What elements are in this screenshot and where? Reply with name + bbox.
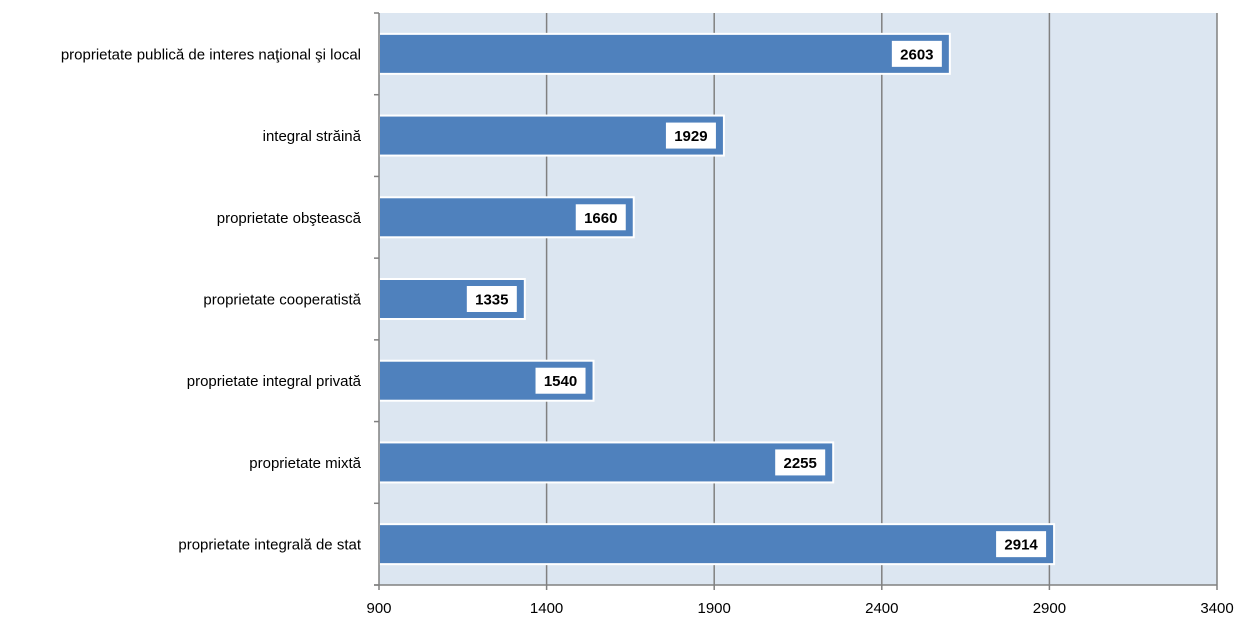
category-label: proprietate mixtă — [249, 455, 361, 472]
category-label: proprietate obştească — [217, 210, 362, 227]
category-labels: proprietate publică de interes naţional … — [61, 46, 362, 553]
x-tick-label: 2900 — [1033, 600, 1066, 617]
category-label: proprietate publică de interes naţional … — [61, 46, 361, 63]
bar — [378, 523, 1056, 566]
category-label: proprietate integrală de stat — [178, 537, 361, 554]
data-label-box — [891, 40, 942, 67]
data-label-box — [575, 204, 626, 231]
data-label: 2914 — [1004, 537, 1038, 554]
gridlines — [545, 13, 1218, 585]
data-label: 1929 — [674, 128, 707, 145]
data-label-box — [996, 531, 1047, 558]
category-label: integral străină — [263, 128, 362, 145]
data-label: 1660 — [584, 210, 617, 227]
category-label: proprietate cooperatistă — [203, 292, 361, 309]
category-label: proprietate integral privată — [187, 373, 362, 390]
x-tick-label: 1900 — [698, 600, 731, 617]
data-label-box — [535, 367, 586, 394]
bar — [378, 32, 951, 75]
data-label-box — [775, 449, 826, 476]
data-label: 2603 — [900, 46, 933, 63]
x-tick-label: 3400 — [1200, 600, 1233, 617]
x-tick-label: 2400 — [865, 600, 898, 617]
data-label: 1540 — [544, 373, 577, 390]
data-label: 1335 — [475, 292, 508, 309]
data-label-box — [665, 122, 716, 149]
x-tick-label: 900 — [366, 600, 391, 617]
x-tick-label: 1400 — [530, 600, 563, 617]
data-label-box — [466, 286, 517, 312]
data-label: 2255 — [784, 455, 817, 472]
x-tick-labels: 900 1400 1900 2400 2900 3400 — [366, 600, 1233, 617]
bar — [378, 441, 835, 484]
axes — [374, 12, 1218, 590]
